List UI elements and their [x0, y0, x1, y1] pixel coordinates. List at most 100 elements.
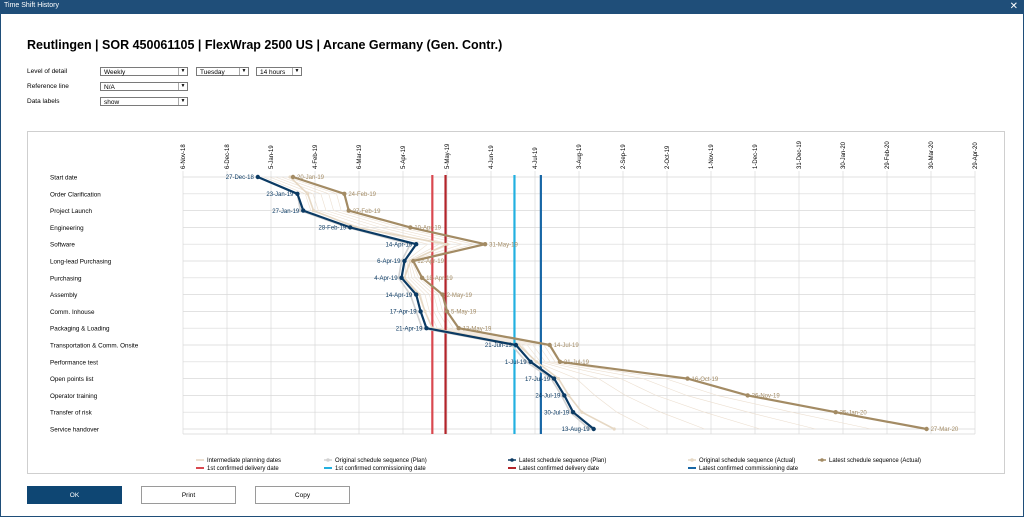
window-title: Time Shift History	[4, 2, 59, 9]
series-point-original_plan	[587, 427, 591, 431]
intermediate-planning-line	[526, 344, 541, 362]
x-tick-label: 4-Jul-19	[533, 147, 539, 169]
data-label-plan: 24-Jul-19	[535, 394, 561, 400]
x-tick-label: 6-Mar-19	[357, 144, 363, 169]
close-icon[interactable]: ✕	[1009, 1, 1018, 12]
print-button[interactable]: Print	[141, 486, 236, 504]
intermediate-planning-line	[390, 227, 463, 245]
series-point-original_plan	[524, 360, 528, 364]
data-labels-select[interactable]: show ▼	[100, 97, 188, 106]
intermediate-planning-line	[410, 243, 463, 262]
series-line-actual	[292, 175, 927, 431]
intermediate-planning-line	[341, 210, 401, 228]
task-label: Operator training	[50, 393, 98, 400]
series-point-actual	[444, 309, 450, 314]
series-point-actual	[456, 326, 461, 331]
data-label-plan: 14-Apr-19	[386, 293, 413, 299]
chevron-down-icon: ▼	[178, 98, 187, 105]
series-point-plan	[551, 376, 557, 381]
data-label-plan: 1-Jul-19	[505, 360, 527, 366]
series-point-original_plan	[399, 259, 404, 263]
ok-button[interactable]: OK	[27, 486, 122, 504]
x-tick-label: 6-Dec-18	[225, 144, 231, 169]
level-of-detail-value: Weekly	[104, 69, 126, 76]
intermediate-planning-line	[304, 193, 312, 211]
data-label-actual: 31-May-19	[489, 242, 518, 248]
series-point-plan	[528, 359, 533, 364]
data-label-actual: 18-Apr-19	[426, 276, 453, 282]
legend-label: Original schedule sequence (Plan)	[335, 458, 427, 464]
series-point-plan	[295, 191, 300, 196]
data-label-plan: 30-Jul-19	[544, 410, 570, 416]
intermediate-planning-line	[328, 193, 334, 211]
intermediate-planning-line	[312, 193, 319, 211]
intermediate-planning-line	[418, 277, 439, 295]
series-point-actual	[685, 376, 690, 381]
series-point-actual	[547, 342, 552, 348]
copy-button[interactable]: Copy	[255, 486, 350, 504]
series-line-original_actual	[289, 176, 615, 430]
data-label-actual: 16-Oct-19	[692, 377, 719, 383]
intermediate-planning-line	[717, 395, 792, 413]
series-point-original_actual	[408, 259, 412, 263]
series-point-original_actual	[423, 309, 427, 313]
data-label-plan: 28-Feb-19	[319, 226, 347, 232]
data-label-plan: 27-Dec-18	[226, 175, 255, 181]
data-label-actual: 14-Jul-19	[554, 343, 580, 349]
intermediate-planning-line	[433, 294, 439, 312]
task-label: Order Clarification	[50, 191, 101, 198]
intermediate-planning-line	[411, 260, 419, 278]
day-select[interactable]: Tuesday ▼	[196, 67, 249, 76]
reference-line-select[interactable]: N/A ▼	[100, 82, 188, 91]
series-point-plan	[424, 326, 429, 331]
intermediate-planning-line	[532, 344, 546, 362]
data-label-actual: 2-May-19	[447, 293, 473, 299]
series-point-original_actual	[534, 360, 539, 364]
reference-line-value: N/A	[104, 84, 115, 91]
task-label: Open points list	[50, 376, 94, 383]
intermediate-planning-line	[415, 277, 435, 295]
x-tick-label: 4-Jun-19	[489, 145, 495, 169]
intermediate-planning-line	[686, 395, 749, 413]
level-of-detail-select[interactable]: Weekly ▼	[100, 67, 188, 76]
time-shift-chart: Start date Order Clarification Project Lau…	[50, 140, 979, 472]
chevron-down-icon: ▼	[239, 68, 248, 75]
intermediate-planning-line	[655, 395, 705, 413]
series-point-original_actual	[288, 175, 292, 179]
legend-swatch-marker	[820, 458, 824, 462]
data-label-plan: 4-Apr-19	[374, 276, 398, 282]
legend-label: Intermediate planning dates	[207, 458, 281, 464]
intermediate-planning-line	[594, 395, 618, 413]
series-point-actual	[346, 208, 351, 213]
intermediate-planning-line	[625, 395, 661, 413]
series-point-actual	[419, 275, 425, 280]
series-point-actual	[557, 359, 563, 364]
data-label-plan: 14-Apr-19	[386, 242, 413, 248]
legend-label: Latest confirmed commissioning date	[699, 466, 799, 472]
intermediate-planning-line	[616, 411, 650, 430]
data-label-actual: 20-Jan-19	[297, 175, 325, 181]
intermediate-planning-line	[791, 411, 872, 430]
hours-select[interactable]: 14 hours ▼	[256, 67, 302, 76]
intermediate-planning-line	[704, 411, 761, 430]
intermediate-planning-line	[380, 227, 451, 245]
legend-label: Latest confirmed delivery date	[519, 466, 600, 472]
series-point-plan	[399, 275, 404, 280]
intermediate-planning-line	[437, 294, 443, 312]
data-label-plan: 17-Jul-19	[525, 377, 551, 383]
data-label-plan: 21-Jun-19	[485, 343, 513, 349]
task-label: Long-lead Purchasing	[50, 259, 112, 266]
chevron-down-icon: ▼	[178, 83, 187, 90]
series-point-original_actual	[306, 192, 310, 196]
series-point-original_actual	[567, 393, 571, 397]
data-label-plan: 13-Aug-19	[562, 427, 591, 433]
data-label-actual: 13-May-19	[463, 326, 492, 332]
series-point-original_plan	[559, 393, 564, 397]
series-point-plan	[591, 426, 596, 432]
series-point-actual	[408, 225, 413, 230]
series-point-original_plan	[420, 326, 424, 330]
task-label: Packaging & Loading	[50, 326, 110, 333]
legend-label: Original schedule sequence (Actual)	[699, 458, 795, 464]
legend-swatch-marker	[326, 458, 330, 462]
x-tick-label: 5-May-19	[445, 143, 451, 169]
